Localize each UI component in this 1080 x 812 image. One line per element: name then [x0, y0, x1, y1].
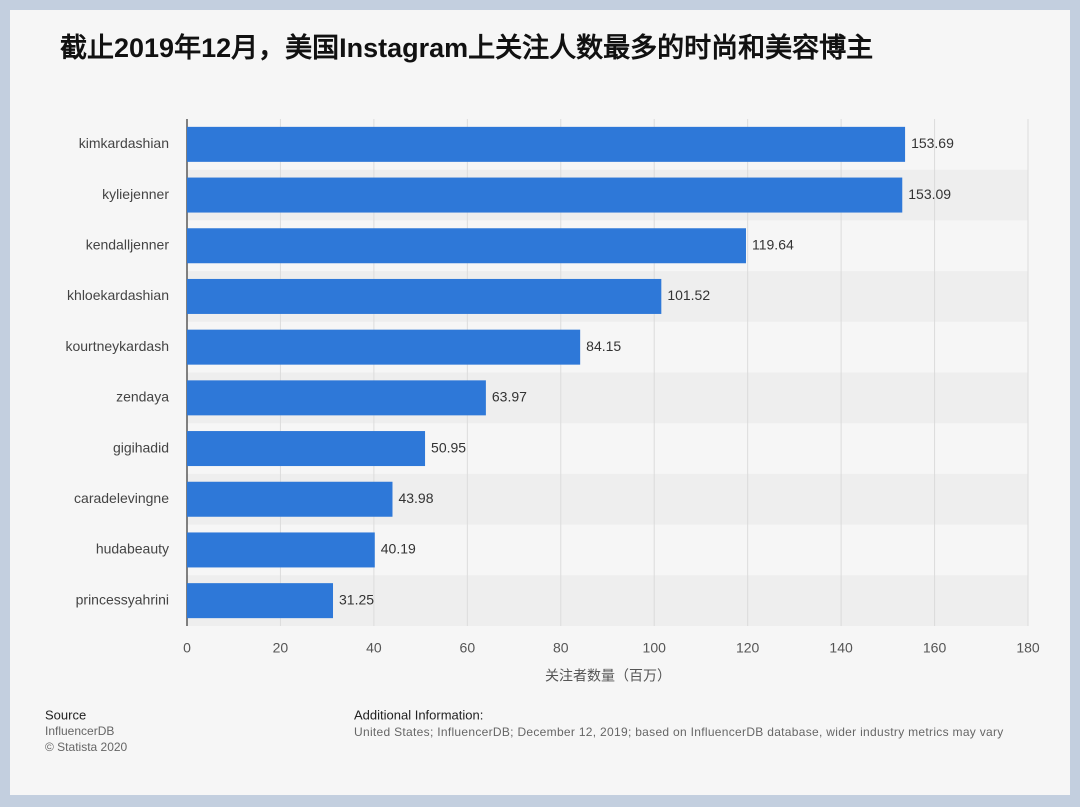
value-label: 43.98: [398, 490, 433, 506]
chart-title: 截止2019年12月，美国Instagram上关注人数最多的时尚和美容博主: [60, 32, 873, 63]
bar: [187, 228, 746, 264]
value-label: 31.25: [339, 591, 374, 607]
x-tick-label: 160: [923, 640, 947, 656]
value-label: 40.19: [381, 541, 416, 557]
value-label: 153.69: [911, 135, 954, 151]
x-axis-title: 关注者数量（百万）: [545, 668, 671, 684]
x-tick-label: 60: [460, 640, 476, 656]
value-label: 101.52: [667, 287, 710, 303]
y-tick-label: kimkardashian: [79, 135, 169, 151]
bar: [187, 481, 393, 517]
y-tick-label: zendaya: [116, 389, 169, 405]
y-tick-label: kourtneykardash: [65, 338, 169, 354]
x-tick-label: 180: [1016, 640, 1040, 656]
value-label: 50.95: [431, 439, 466, 455]
bar: [187, 278, 662, 314]
value-label: 63.97: [492, 389, 527, 405]
source-line: © Statista 2020: [45, 740, 128, 754]
x-tick-label: 80: [553, 640, 569, 656]
source-line: InfluencerDB: [45, 724, 114, 738]
bar: [187, 329, 581, 365]
x-tick-label: 100: [643, 640, 667, 656]
x-tick-label: 40: [366, 640, 382, 656]
y-tick-label: kyliejenner: [102, 186, 169, 202]
y-tick-label: kendalljenner: [86, 236, 170, 252]
info-title: Additional Information:: [354, 707, 483, 722]
y-tick-label: gigihadid: [113, 439, 169, 455]
y-tick-label: hudabeauty: [96, 541, 169, 557]
y-tick-label: khloekardashian: [67, 287, 169, 303]
value-label: 84.15: [586, 338, 621, 354]
plot-area: 0 20 40 60 80 100 120 140 160 180 kimkardashian 153…: [65, 119, 1040, 656]
x-tick-label: 20: [273, 640, 289, 656]
bar: [187, 177, 903, 213]
y-tick-label: caradelevingne: [74, 490, 169, 506]
x-tick-label: 0: [183, 640, 191, 656]
bar: [187, 532, 375, 568]
source-title: Source: [45, 707, 86, 722]
info-text: United States; InfluencerDB; December 12…: [354, 725, 1004, 739]
x-tick-label: 140: [829, 640, 853, 656]
y-tick-label: princessyahrini: [76, 591, 169, 607]
bar: [187, 126, 906, 162]
value-label: 153.09: [908, 186, 951, 202]
value-label: 119.64: [752, 236, 794, 252]
bar: [187, 380, 486, 416]
bar: [187, 431, 426, 467]
bar: [187, 583, 334, 619]
x-tick-label: 120: [736, 640, 760, 656]
